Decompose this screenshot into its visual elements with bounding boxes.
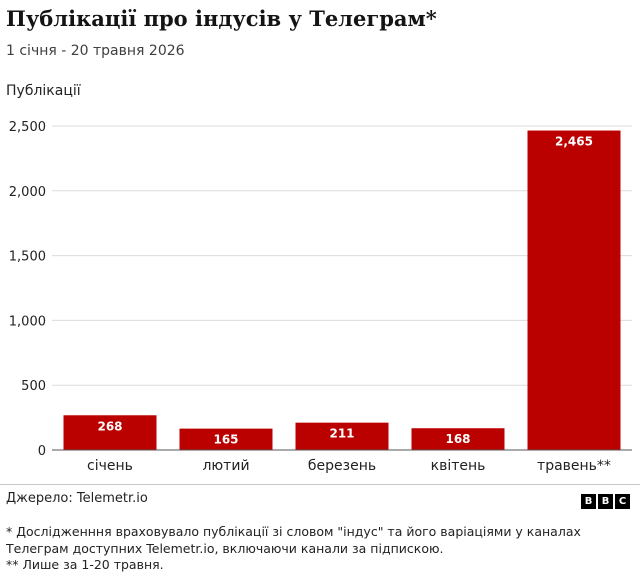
bar-value-label: 165 — [213, 433, 238, 447]
y-axis-label: Публікації — [6, 83, 81, 99]
bar-value-label: 211 — [329, 427, 354, 441]
bar — [63, 415, 157, 450]
x-tick-label: січень — [87, 458, 133, 474]
footnote: Телеграм доступних Telemetr.io, включаюч… — [6, 540, 444, 556]
bbc-logo-letter: B — [598, 494, 613, 509]
bbc-logo: B B C — [581, 494, 630, 509]
chart-title: Публікації про індусів у Телеграм* — [6, 6, 437, 31]
y-tick-label: 0 — [38, 444, 46, 459]
x-tick-label: березень — [308, 458, 376, 474]
bbc-logo-letter: B — [581, 494, 596, 509]
x-tick-label: травень** — [537, 458, 611, 474]
bar-value-label: 2,465 — [555, 135, 593, 149]
bar — [411, 428, 505, 450]
x-tick-label: лютий — [202, 458, 249, 474]
bbc-logo-letter: C — [615, 494, 630, 509]
bar — [179, 428, 273, 450]
footnote: ** Лише за 1-20 травня. — [6, 557, 164, 572]
bar-chart: 0 500 1,000 1,500 2,000 2,500 268 січень 165 люти… — [9, 120, 632, 474]
bar — [295, 422, 389, 450]
bar-value-label: 168 — [445, 432, 470, 446]
y-tick-label: 2,000 — [9, 185, 46, 200]
footnotes: * Дослідженння враховувало публікації зі… — [6, 524, 581, 574]
y-tick-label: 2,500 — [9, 120, 46, 135]
footnote: * Дослідженння враховувало публікації зі… — [6, 524, 581, 539]
y-tick-label: 1,500 — [9, 250, 46, 265]
source-divider — [0, 484, 640, 485]
x-tick-label: квітень — [431, 458, 486, 474]
chart-subtitle: 1 січня - 20 травня 2026 — [6, 43, 185, 59]
bar — [527, 130, 621, 450]
y-tick-label: 500 — [21, 379, 46, 394]
y-tick-label: 1,000 — [9, 314, 46, 329]
bar-value-label: 268 — [97, 419, 122, 433]
source-text: Джерело: Telemetr.io — [6, 491, 148, 506]
